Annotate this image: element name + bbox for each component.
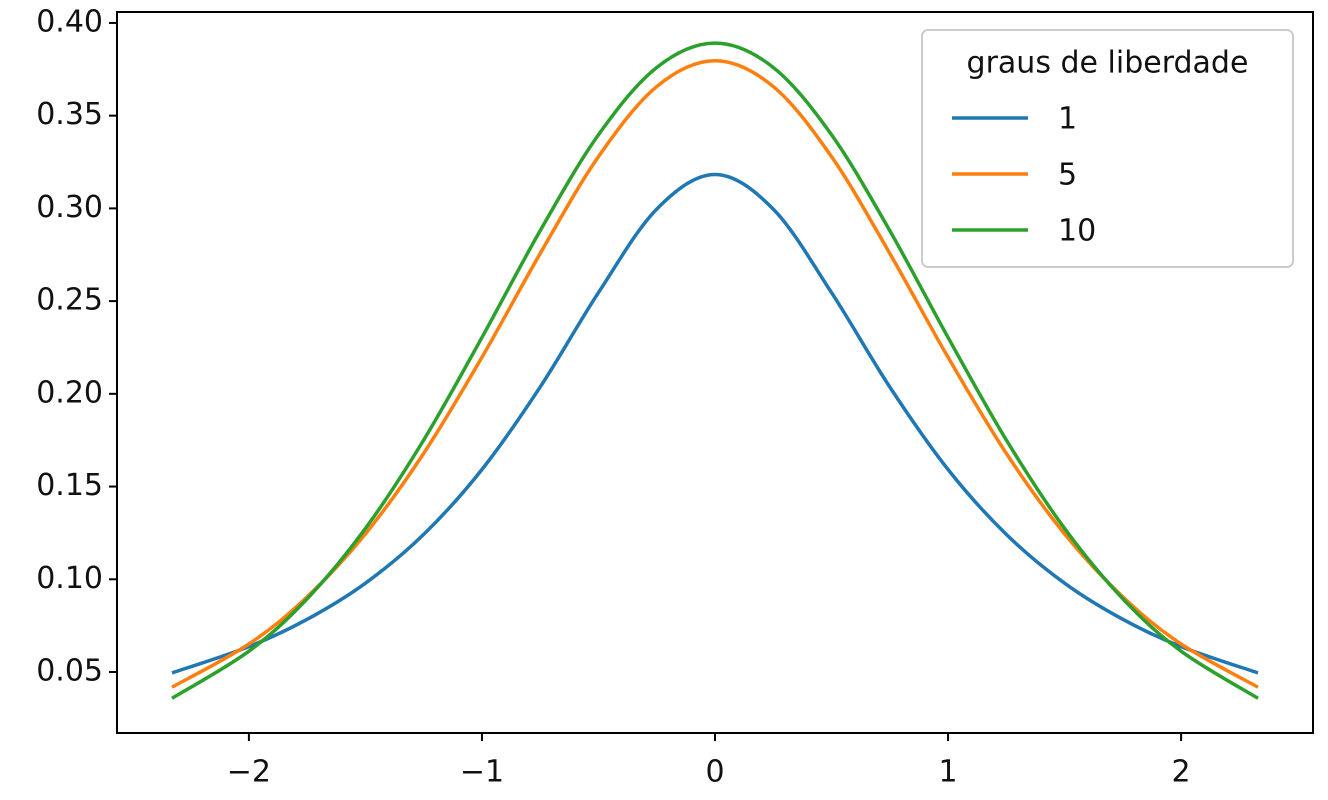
series-line xyxy=(171,41,1259,700)
series-line xyxy=(171,59,1259,689)
x-tick-label: −1 xyxy=(460,755,504,790)
y-tick-label: 0.35 xyxy=(36,97,103,132)
legend-title: graus de liberdade xyxy=(967,46,1249,81)
y-tick-label: 0.10 xyxy=(36,561,103,596)
legend-box xyxy=(921,29,1294,268)
x-tick-label: 0 xyxy=(705,755,724,790)
legend-label: 1 xyxy=(1058,102,1077,137)
series-line xyxy=(171,172,1259,675)
y-tick-label: 0.20 xyxy=(36,375,103,410)
y-tick-label: 0.05 xyxy=(36,653,103,688)
legend: graus de liberdade 1 5 10 xyxy=(921,29,1294,268)
legend-label: 10 xyxy=(1058,214,1096,249)
y-tick-label: 0.40 xyxy=(36,4,103,39)
y-tick-label: 0.15 xyxy=(36,468,103,503)
x-tick-label: −2 xyxy=(227,755,271,790)
y-tick-label: 0.30 xyxy=(36,190,103,225)
x-tick-label: 2 xyxy=(1172,755,1191,790)
x-tick-label: 1 xyxy=(939,755,958,790)
y-tick-label: 0.25 xyxy=(36,283,103,318)
legend-label: 5 xyxy=(1058,158,1077,193)
